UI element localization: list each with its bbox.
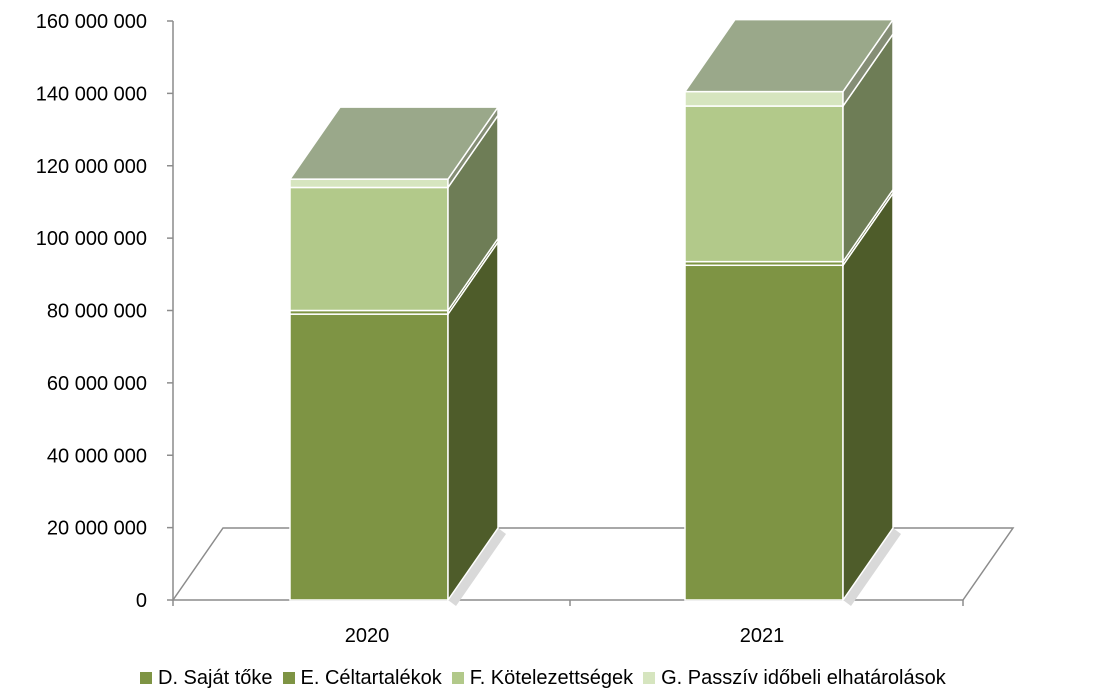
x-tick-label: 2021 [740,625,785,647]
legend-label: F. Kötelezettségek [469,666,634,689]
legend-swatch [451,672,464,684]
tick-labels: 0 20 000 000 40 000 000 60 000 000 80 000 00… [36,11,784,647]
bar-top-face [288,106,500,180]
legend-item: F. Kötelezettségek [451,666,634,690]
y-tick-label: 160 000 000 [36,11,147,33]
bar-segment [684,264,844,601]
bar-shadow [448,528,506,606]
y-tick-label: 140 000 000 [36,83,147,105]
bar-top-face [683,18,895,93]
legend-label: E. Céltartalékok [300,666,442,689]
y-tick-label: 120 000 000 [36,156,147,178]
y-tick-label: 100 000 000 [36,228,147,250]
bar-segment [289,178,449,189]
legend-swatch [140,672,152,684]
bars [288,17,901,606]
bar-segment [684,105,844,263]
bar-segment [289,313,449,601]
x-tick-label: 2020 [345,625,390,647]
bar-stack-2021 [683,17,901,606]
legend: D. Saját tőke E. Céltartalékok F. Köteleze… [140,666,956,690]
legend-item: D. Saját tőke [140,667,273,690]
bar-segment [684,90,844,107]
axes [167,20,964,606]
bar-segment [289,186,449,312]
legend-label: D. Saját tőke [158,666,273,689]
bar-stack-2020 [288,104,506,606]
bar-shadow [843,528,901,606]
y-tick-label: 40 000 000 [47,445,147,467]
y-tick-label: 60 000 000 [47,373,147,395]
legend-label: G. Passzív időbeli elhatárolások [661,666,946,689]
legend-item: E. Céltartalékok [282,666,442,690]
y-tick-label: 0 [136,590,147,612]
y-tick-label: 80 000 000 [47,301,147,323]
legend-item: G. Passzív időbeli elhatárolások [643,667,946,690]
legend-swatch [282,672,295,684]
legend-swatch [643,672,656,684]
y-tick-label: 20 000 000 [47,518,147,540]
